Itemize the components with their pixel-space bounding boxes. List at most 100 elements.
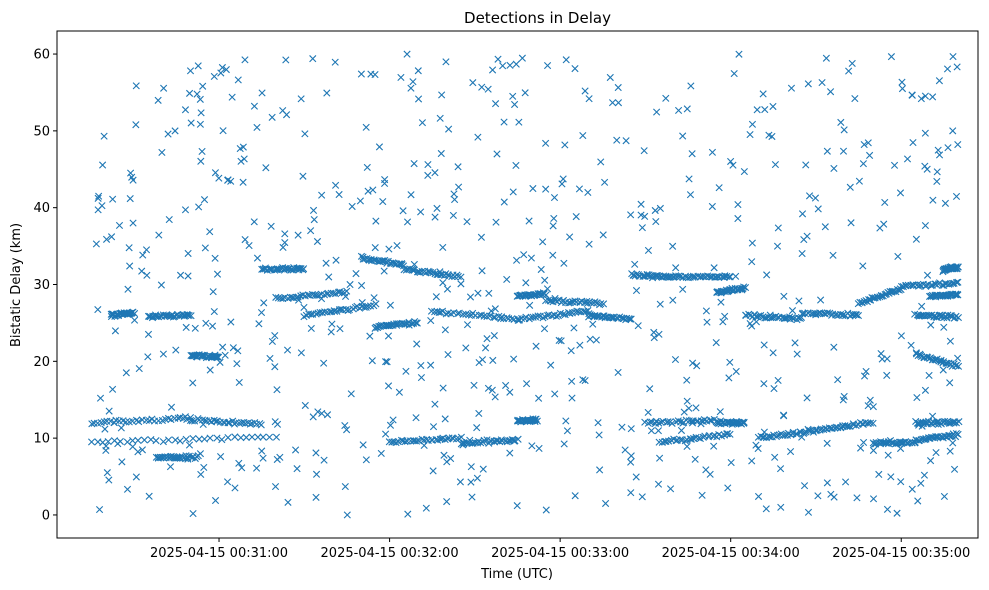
detection-marker [627,425,635,433]
detection-marker [683,397,691,405]
detection-marker [418,119,427,127]
detection-marker [454,272,462,281]
detection-marker [463,218,471,226]
detection-marker [943,65,952,73]
detection-marker [322,259,330,267]
detection-marker [762,505,770,513]
detection-marker [272,433,281,441]
detection-marker [627,211,635,219]
detection-marker [144,353,152,361]
detection-marker [657,418,665,426]
detection-marker [542,185,550,193]
detection-marker [381,430,390,438]
detection-marker [781,431,789,439]
detection-marker [685,404,693,412]
detection-marker [297,265,305,273]
detection-marker [683,442,691,451]
detection-marker [154,96,162,104]
detection-marker [259,454,267,462]
detection-marker [219,343,227,351]
detection-marker [766,433,774,441]
detection-marker [210,308,218,316]
detection-marker [883,505,892,513]
detection-marker [321,308,329,316]
detection-marker [729,161,737,169]
detection-marker [924,354,932,362]
detection-marker [897,332,905,340]
detection-marker [200,435,209,443]
detection-marker [934,146,942,154]
detection-marker [734,200,742,209]
detection-marker [795,297,803,305]
detection-marker [366,332,374,340]
detection-marker [271,331,279,340]
detection-marker [216,358,224,366]
detection-marker [581,87,589,95]
detection-marker [528,442,536,450]
y-tick-label: 50 [33,124,50,139]
detection-marker [760,380,768,388]
detection-marker [312,470,321,478]
detection-marker [498,313,506,321]
x-axis-ticks: 2025-04-15 00:31:00 2025-04-15 00:32:00 20… [150,538,970,561]
detection-marker [129,176,137,184]
detection-marker [830,164,838,173]
detection-marker [614,368,622,377]
detection-marker [441,415,449,423]
detection-marker [535,444,543,453]
detection-marker [683,376,691,384]
detection-marker [402,367,410,375]
detection-marker [776,465,785,473]
detection-marker [221,351,229,359]
detection-marker [954,354,962,362]
detection-marker [712,339,720,347]
detection-marker [375,143,384,151]
detection-marker [222,66,230,74]
detection-marker [550,193,559,202]
detection-marker [622,137,630,145]
detection-marker [754,492,763,501]
detection-marker [188,417,196,425]
detection-marker [946,379,954,387]
detection-marker [937,358,945,366]
detection-marker [348,202,356,211]
detection-marker [414,95,423,103]
detection-marker [550,214,558,223]
detection-marker [877,350,885,358]
detection-marker [860,372,869,380]
detection-marker [213,434,221,442]
detection-marker [946,312,954,320]
detection-marker [869,419,877,427]
detection-marker [656,204,664,212]
detection-marker [825,424,833,432]
detection-marker [155,313,163,321]
detection-marker [436,268,444,276]
detection-marker [385,245,393,253]
detection-marker [586,335,594,343]
detection-marker [395,388,403,396]
detection-marker [240,155,248,163]
detection-marker [804,508,813,516]
detection-marker [740,167,748,176]
detection-marker [165,215,173,224]
detection-marker [866,419,875,427]
detection-marker [883,371,891,379]
detection-marker [803,394,811,402]
detection-marker [952,192,961,201]
detection-marker [579,376,587,384]
detection-marker [189,379,197,387]
detection-marker [788,314,796,322]
detection-marker [680,408,688,416]
detection-marker [409,78,417,86]
detection-marker [94,305,102,314]
detection-marker [456,478,465,486]
detection-marker [627,489,635,497]
detection-marker [470,381,478,389]
detection-marker [239,178,247,186]
detection-marker [389,416,397,424]
detection-marker [558,180,566,188]
detection-marker [897,478,905,486]
detection-marker [359,441,367,449]
detection-marker [761,105,769,114]
